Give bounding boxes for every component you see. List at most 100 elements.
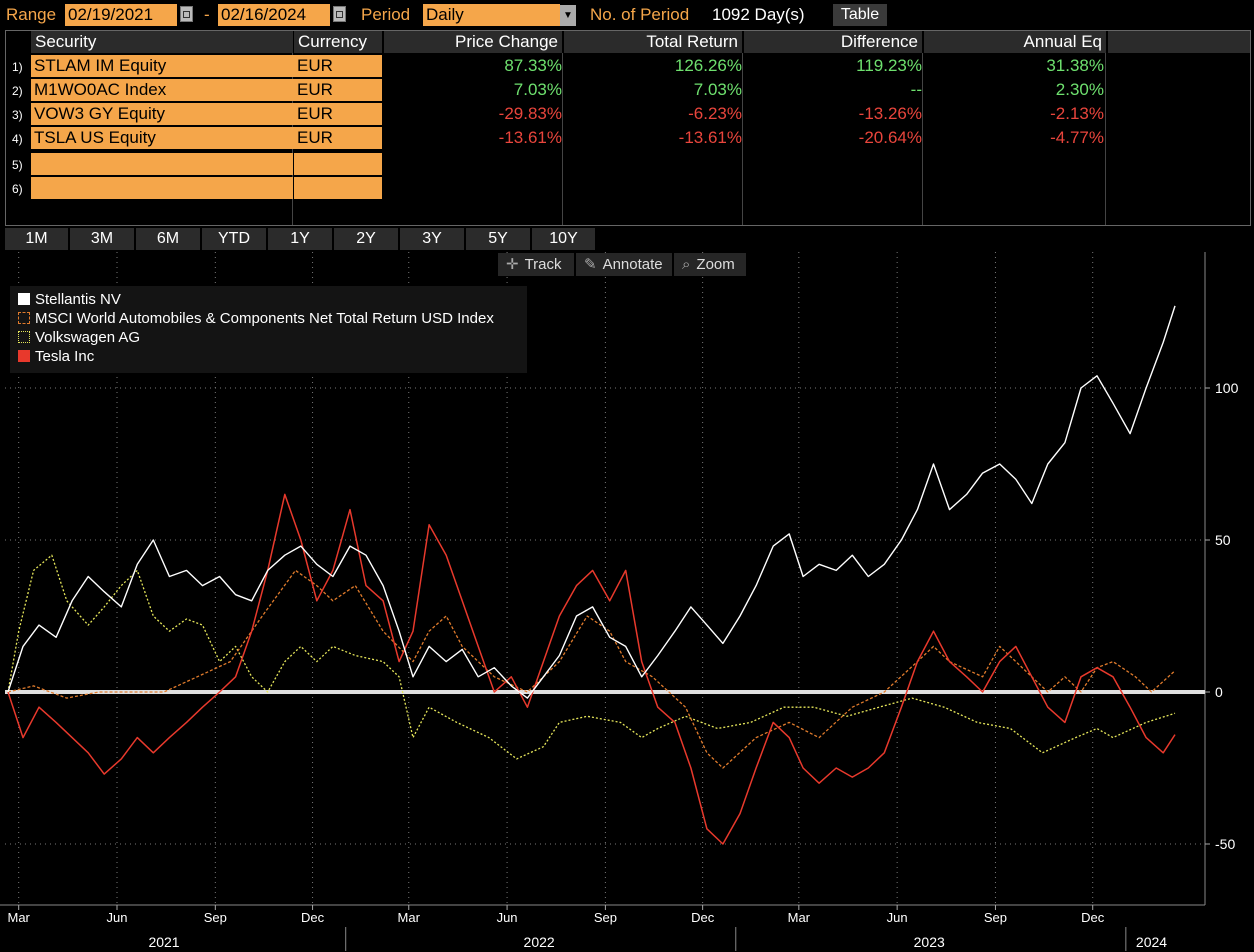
magnifier-icon: ⌕ — [682, 256, 691, 273]
row-number: 1) — [12, 60, 23, 74]
column-divider — [562, 53, 563, 225]
series-line-1 — [7, 569, 1176, 769]
x-tick-label: Dec — [691, 910, 715, 925]
x-tick-label: Jun — [887, 910, 908, 925]
legend-item-volkswagen[interactable]: Volkswagen AG — [18, 329, 140, 346]
annual-eq-cell: 31.38% — [1046, 56, 1104, 75]
x-tick-label: Sep — [594, 910, 617, 925]
pencil-icon: ✎ — [584, 256, 597, 273]
end-date-input[interactable]: 02/16/2024 — [218, 4, 330, 26]
header-difference[interactable]: Difference — [744, 31, 922, 53]
row-number: 3) — [12, 108, 23, 122]
calendar-icon[interactable] — [180, 6, 193, 22]
performance-chart[interactable]: -50 0 50 100 Mar Jun Sep Dec Mar Jun Sep Dec Mar Jun S… — [0, 250, 1254, 952]
period-button-5y[interactable]: 5Y — [466, 228, 530, 250]
currency-cell[interactable]: EUR — [294, 55, 382, 77]
zoom-button[interactable]: ⌕ Zoom — [674, 253, 746, 276]
currency-cell[interactable] — [294, 153, 382, 175]
track-button[interactable]: ✛ Track — [498, 253, 574, 276]
total-return-cell: 7.03% — [693, 80, 742, 99]
difference-cell: -- — [910, 80, 922, 99]
x-tick-label: Mar — [7, 910, 30, 925]
column-divider — [1105, 53, 1106, 225]
chart-legend: Stellantis NV MSCI World Automobiles & C… — [10, 286, 527, 373]
start-date-input[interactable]: 02/19/2021 — [65, 4, 177, 26]
currency-cell[interactable]: EUR — [294, 79, 382, 101]
y-tick-label: 100 — [1215, 380, 1239, 396]
column-divider — [922, 53, 923, 225]
range-dash: - — [204, 5, 210, 24]
year-label: 2023 — [914, 934, 945, 950]
legend-swatch — [18, 331, 30, 343]
track-label: Track — [524, 256, 562, 273]
security-input[interactable]: TSLA US Equity — [31, 127, 381, 149]
header-total-return[interactable]: Total Return — [564, 31, 742, 53]
total-return-cell: -13.61% — [678, 128, 742, 147]
price-change-cell: 7.03% — [513, 80, 562, 99]
x-tick-label: Dec — [301, 910, 325, 925]
x-tick-label: Jun — [497, 910, 518, 925]
header-price-change[interactable]: Price Change — [384, 31, 562, 53]
annual-eq-cell: -2.13% — [1050, 104, 1104, 123]
x-tick-label: Jun — [107, 910, 128, 925]
header-annual-eq[interactable]: Annual Eq — [924, 31, 1106, 53]
row-number: 6) — [12, 182, 23, 196]
security-input[interactable] — [31, 153, 293, 175]
x-tick-label: Dec — [1081, 910, 1105, 925]
price-change-cell: -13.61% — [498, 128, 562, 147]
period-button-10y[interactable]: 10Y — [532, 228, 595, 250]
legend-item-stellantis[interactable]: Stellantis NV — [18, 291, 121, 308]
calendar-icon[interactable] — [333, 6, 346, 22]
period-button-6m[interactable]: 6M — [136, 228, 200, 250]
y-tick-label: 50 — [1215, 532, 1231, 548]
annual-eq-cell: 2.30% — [1055, 80, 1104, 99]
annotate-button[interactable]: ✎ Annotate — [576, 253, 672, 276]
zoom-label: Zoom — [696, 256, 735, 273]
difference-cell: 119.23% — [856, 56, 922, 75]
annotate-label: Annotate — [602, 256, 663, 273]
legend-label: Stellantis NV — [35, 291, 121, 308]
security-input[interactable]: STLAM IM Equity — [31, 55, 381, 77]
securities-table: Security Currency Price Change Total Ret… — [5, 30, 1251, 226]
period-button-2y[interactable]: 2Y — [334, 228, 398, 250]
top-toolbar: Range 02/19/2021 - 02/16/2024 Period Dai… — [0, 0, 1254, 30]
difference-cell: -20.64% — [858, 128, 922, 147]
y-tick-label: -50 — [1215, 836, 1235, 852]
period-button-1m[interactable]: 1M — [5, 228, 68, 250]
year-label: 2024 — [1136, 934, 1167, 950]
difference-cell: -13.26% — [858, 104, 922, 123]
y-tick-label: 0 — [1215, 684, 1223, 700]
year-label: 2021 — [148, 934, 179, 950]
currency-cell[interactable] — [294, 177, 382, 199]
period-button-1y[interactable]: 1Y — [268, 228, 332, 250]
period-button-ytd[interactable]: YTD — [202, 228, 266, 250]
header-security[interactable]: Security — [31, 31, 293, 53]
security-input[interactable] — [31, 177, 293, 199]
security-input[interactable]: M1WO0AC Index — [31, 79, 381, 101]
period-button-3m[interactable]: 3M — [70, 228, 134, 250]
crosshair-icon: ✛ — [506, 256, 519, 273]
table-button[interactable]: Table — [833, 4, 887, 26]
annual-eq-cell: -4.77% — [1050, 128, 1104, 147]
security-input[interactable]: VOW3 GY Equity — [31, 103, 381, 125]
currency-cell[interactable]: EUR — [294, 127, 382, 149]
legend-swatch — [18, 293, 30, 305]
chevron-down-icon[interactable]: ▼ — [560, 5, 576, 26]
row-number: 5) — [12, 158, 23, 172]
price-change-cell: 87.33% — [504, 56, 562, 75]
header-blank — [1108, 31, 1250, 53]
period-button-3y[interactable]: 3Y — [400, 228, 464, 250]
period-select[interactable]: Daily — [423, 4, 560, 26]
x-tick-label: Mar — [788, 910, 811, 925]
price-change-cell: -29.83% — [498, 104, 562, 123]
num-period-label: No. of Period — [590, 5, 690, 24]
legend-item-tesla[interactable]: Tesla Inc — [18, 348, 94, 365]
currency-cell[interactable]: EUR — [294, 103, 382, 125]
row-number: 2) — [12, 84, 23, 98]
period-label: Period — [361, 5, 411, 24]
x-tick-label: Mar — [398, 910, 421, 925]
legend-label: MSCI World Automobiles & Components Net … — [35, 310, 494, 327]
header-currency[interactable]: Currency — [294, 31, 382, 53]
total-return-cell: -6.23% — [688, 104, 742, 123]
legend-item-msci[interactable]: MSCI World Automobiles & Components Net … — [18, 310, 494, 327]
